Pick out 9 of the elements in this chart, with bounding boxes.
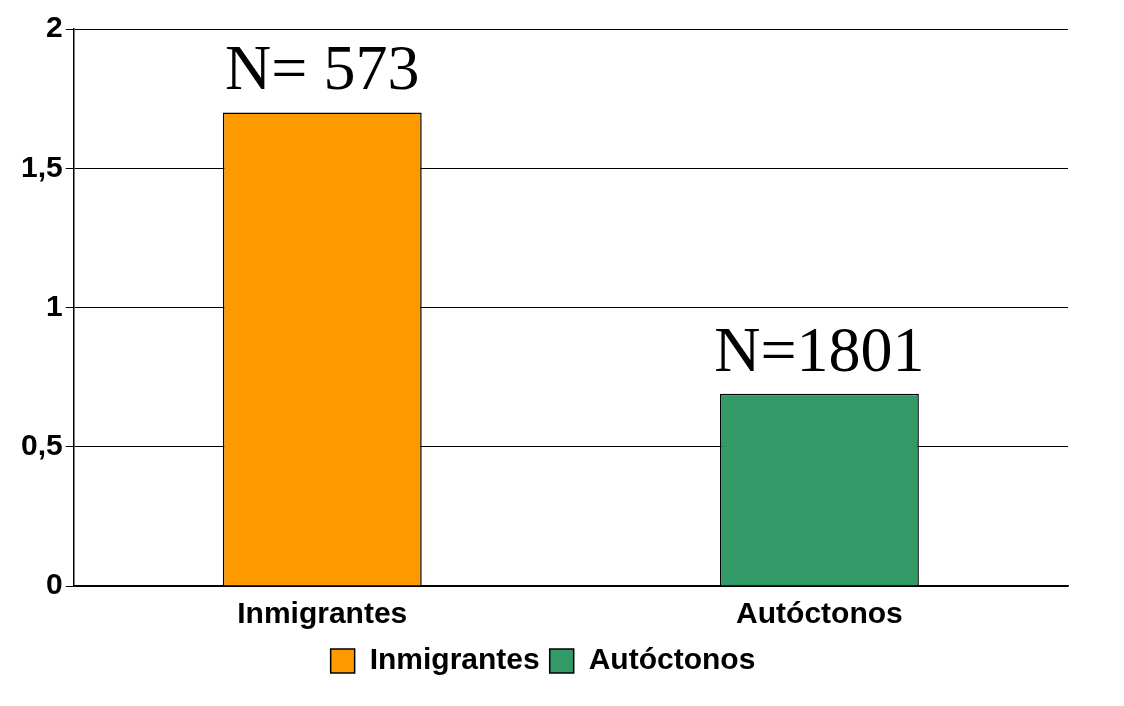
annotation: N=1801 (714, 313, 925, 385)
y-tick-label: 0,5 (20, 428, 63, 462)
legend-label: Inmigrantes (369, 642, 540, 676)
y-tick-label: 2 (46, 10, 63, 44)
y-tick-label: 1 (46, 288, 63, 322)
y-tick-label: 1,5 (20, 149, 63, 183)
y-tick-label: 0 (46, 567, 63, 601)
annotation: N= 573 (225, 32, 420, 104)
legend-label: Autóctonos (588, 642, 756, 676)
